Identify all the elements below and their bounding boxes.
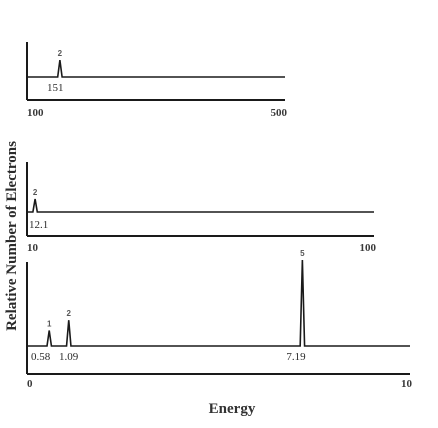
x-tick-label: 100 (360, 242, 377, 254)
panel-1-spectrum-line (27, 59, 285, 78)
peak-label: 2 (67, 309, 72, 318)
peak-value-label: 7.19 (286, 351, 306, 363)
x-tick-label: 10 (27, 242, 39, 254)
panel-2-spectrum-line (27, 198, 374, 213)
peak-label: 2 (33, 188, 38, 197)
peak-value-label: 12.1 (29, 219, 48, 231)
peak-value-label: 1.09 (59, 351, 79, 363)
peak-label: 2 (58, 49, 63, 58)
x-axis-label: Energy (209, 401, 256, 417)
peak-label: 5 (300, 249, 305, 258)
panel-1: 2 151 100 500 (26, 42, 288, 119)
panels-group: 2 151 100 500 2 12.1 10 100 1 0.58 2 1.09 5 7.19 0 10 (26, 42, 413, 390)
panel-3-spectrum-line (27, 259, 410, 347)
x-tick-label: 0 (27, 378, 33, 390)
x-tick-label: 100 (27, 107, 44, 119)
peak-value-label: 0.58 (31, 351, 51, 363)
x-tick-label: 10 (401, 378, 413, 390)
peak-label: 1 (47, 320, 52, 329)
y-axis-label: Relative Number of Electrons (4, 141, 20, 331)
x-tick-label: 500 (271, 107, 288, 119)
peak-value-label: 151 (47, 82, 64, 94)
panel-2: 2 12.1 10 100 (26, 162, 377, 254)
panel-3: 1 0.58 2 1.09 5 7.19 0 10 (26, 249, 413, 390)
